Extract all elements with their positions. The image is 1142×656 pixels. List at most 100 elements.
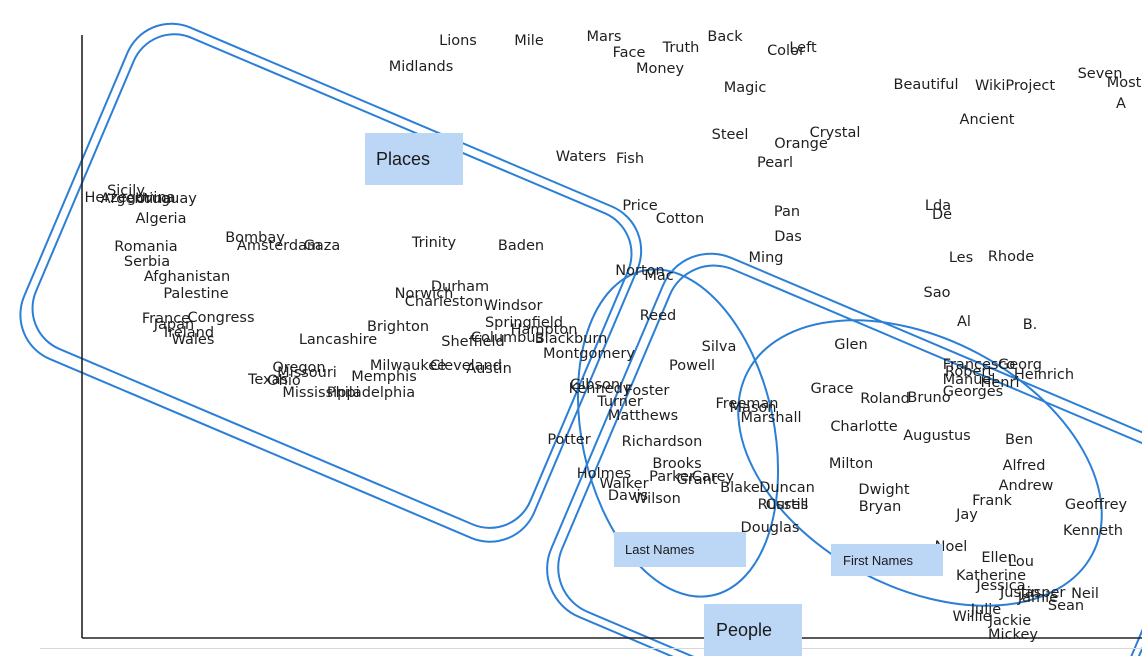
word-columbus: Columbus [471,330,543,346]
word-wales: Wales [172,332,215,348]
word-norwich: Norwich [395,286,454,302]
last-names-outline [576,268,780,598]
word-fish: Fish [616,151,644,167]
word-jackie: Jackie [988,613,1032,629]
word-most: Most [1107,75,1142,91]
word-cotton: Cotton [656,211,704,227]
word-texas: Texas [247,372,288,388]
word-julie: Julie [970,602,1002,618]
people-outline-inner [557,264,1142,656]
word-rhode: Rhode [988,249,1034,265]
last-names-label: Last Names [614,532,746,567]
word-mason: Mason [729,400,776,416]
word-memphis: Memphis [351,369,417,385]
word-herzegovina: Herzegovina [84,190,175,206]
word-algeria: Algeria [136,211,187,227]
word-reed: Reed [640,308,676,324]
word-palestine: Palestine [163,286,228,302]
word-afghanistan: Afghanistan [144,269,230,285]
word-bryan: Bryan [859,499,902,515]
places-outline-outer [19,22,643,543]
word-de: De [932,207,952,223]
word-left: Left [789,40,817,56]
word-mac: Mac [644,268,673,284]
word-geoffrey: Geoffrey [1065,497,1128,513]
word-henri: Henri [980,375,1019,391]
word-argentina: Argentina [101,191,172,207]
places-label: Places [365,133,463,185]
word-b: B. [1023,317,1038,333]
word-francesco: Francesco [943,357,1016,373]
word-parker: Parker [649,469,695,485]
word-ellen: Ellen [981,550,1016,566]
word-mickey: Mickey [988,627,1038,643]
word-pan: Pan [774,204,800,220]
word-andrew: Andrew [999,478,1054,494]
word-walker: Walker [599,476,648,492]
word-powell: Powell [669,358,715,374]
bottom-divider [40,648,1142,649]
word-gaza: Gaza [304,238,341,254]
word-trinity: Trinity [411,235,457,251]
word-mars: Mars [587,29,622,45]
word-congress: Congress [187,310,254,326]
word-willie: Willie [952,609,991,625]
word-steel: Steel [712,127,749,143]
word-durham: Durham [431,279,489,295]
word-al: Al [957,314,971,330]
word-georges: Georges [943,384,1003,400]
word-potter: Potter [547,432,590,448]
word-freeman: Freeman [716,396,779,412]
word-robert: Robert [945,364,993,380]
word-lda: Lda [925,198,951,214]
word-crystal: Crystal [810,125,861,141]
word-gibson: Gibson [570,377,620,393]
word-sheffield: Sheffield [441,334,505,350]
word-brooks: Brooks [652,456,701,472]
word-charlotte: Charlotte [830,419,897,435]
word-russell: Russell [758,497,809,513]
word-austin: Austin [466,361,512,377]
word-wikiproject: WikiProject [975,78,1055,94]
word-bruno: Bruno [907,390,950,406]
word-back: Back [707,29,743,45]
word-oregon: Oregon [272,360,325,376]
word-heinrich: Heinrich [1014,367,1074,383]
people-outline-outer [546,252,1142,656]
word-curtis: Curtis [766,497,809,513]
word-ireland: Ireland [164,325,214,341]
word-a: A [1116,96,1126,112]
word-neil: Neil [1071,586,1099,602]
word-windsor: Windsor [484,298,543,314]
word-kennedy: Kennedy [569,381,632,397]
word-les: Les [949,250,973,266]
word-jessica: Jessica [975,578,1025,594]
word-sao: Sao [924,285,951,301]
plot-axes [81,35,1142,639]
word-glen: Glen [834,337,867,353]
word-das: Das [774,229,802,245]
word-japan: Japan [153,317,194,333]
word-lou: Lou [1008,554,1034,570]
word-ohio: Ohio [267,373,301,389]
word-marshall: Marshall [740,410,801,426]
word-kenneth: Kenneth [1063,523,1123,539]
word-douglas: Douglas [741,520,800,536]
word-turner: Turner [596,394,643,410]
word-waters: Waters [556,149,606,165]
word-money: Money [636,61,684,77]
first-names-label: First Names [831,544,943,576]
word-hampton: Hampton [511,322,578,338]
word-price: Price [622,198,657,214]
word-france: France [142,311,190,327]
region-outlines [19,22,1142,656]
word-georg: Georg [998,357,1042,373]
word-alfred: Alfred [1003,458,1046,474]
word-cleveland: Cleveland [430,358,502,374]
word-ben: Ben [1005,432,1033,448]
word-mississippi: Mississippi [282,385,359,401]
word-serbia: Serbia [124,254,170,270]
